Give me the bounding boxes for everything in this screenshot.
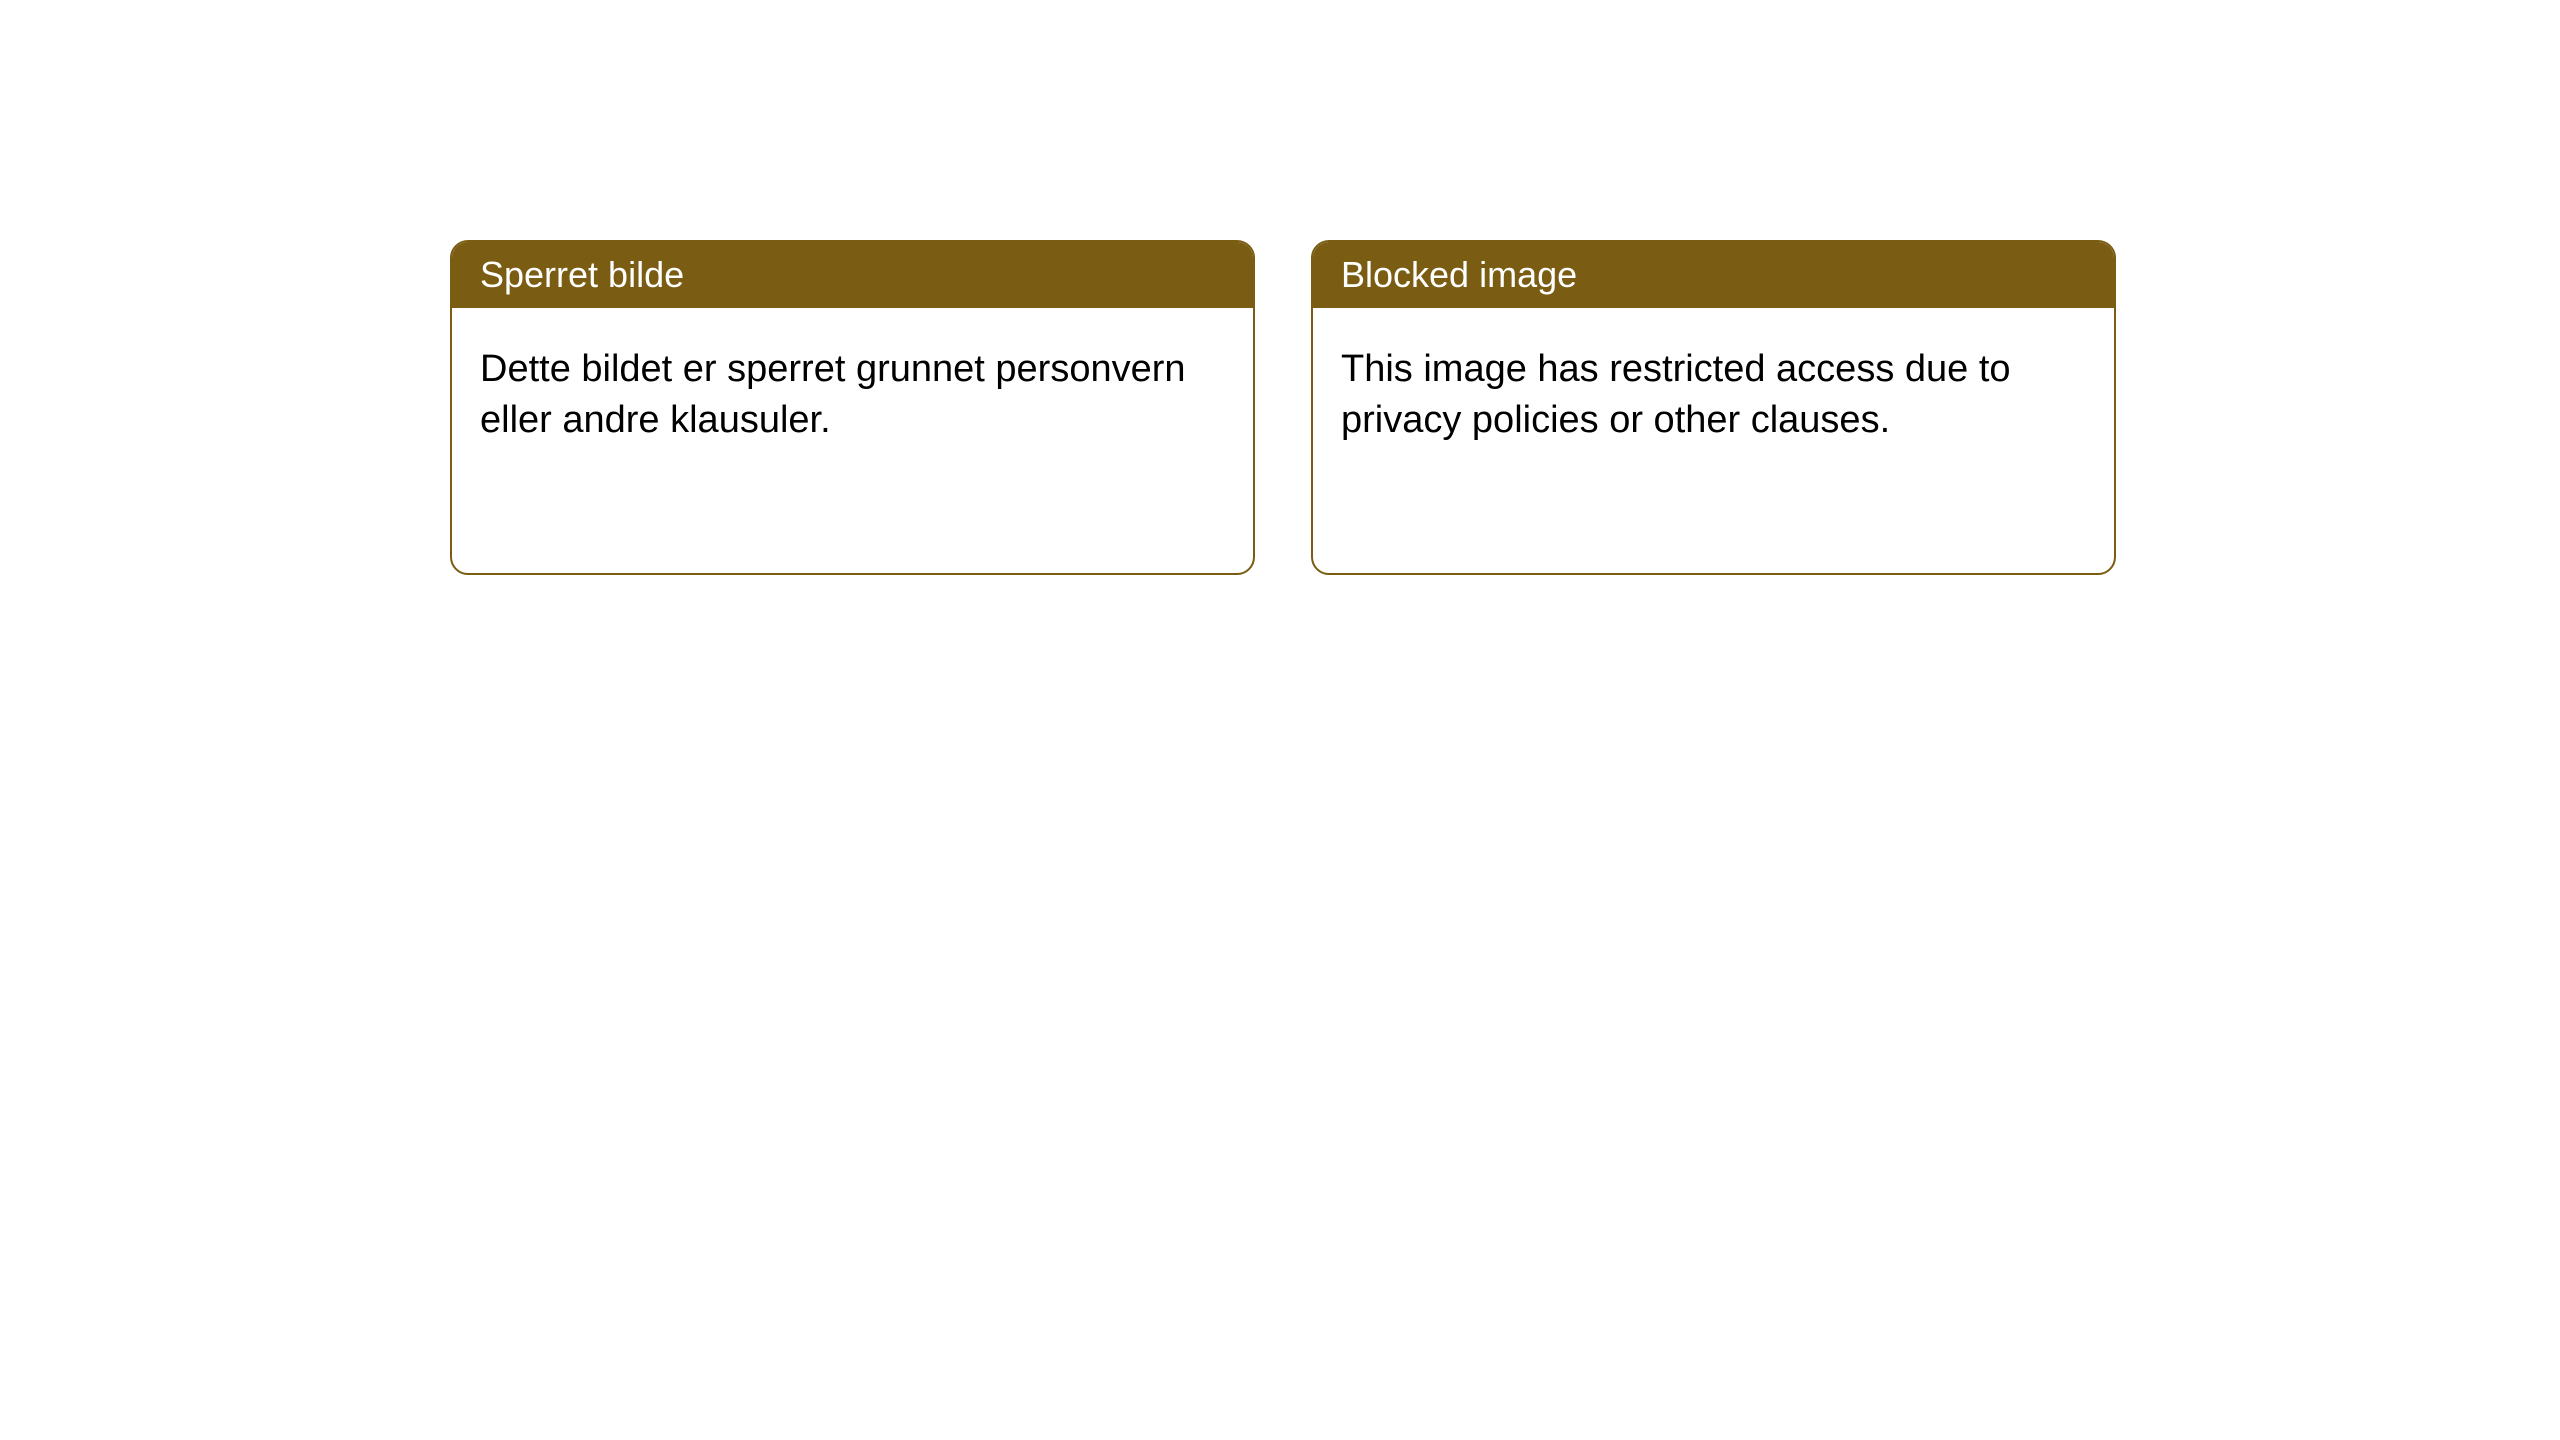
notice-container: Sperret bilde Dette bildet er sperret gr… — [0, 0, 2560, 575]
card-body-norwegian: Dette bildet er sperret grunnet personve… — [452, 308, 1253, 483]
card-header-english: Blocked image — [1313, 242, 2114, 308]
card-header-norwegian: Sperret bilde — [452, 242, 1253, 308]
card-body-english: This image has restricted access due to … — [1313, 308, 2114, 483]
blocked-image-card-norwegian: Sperret bilde Dette bildet er sperret gr… — [450, 240, 1255, 575]
blocked-image-card-english: Blocked image This image has restricted … — [1311, 240, 2116, 575]
